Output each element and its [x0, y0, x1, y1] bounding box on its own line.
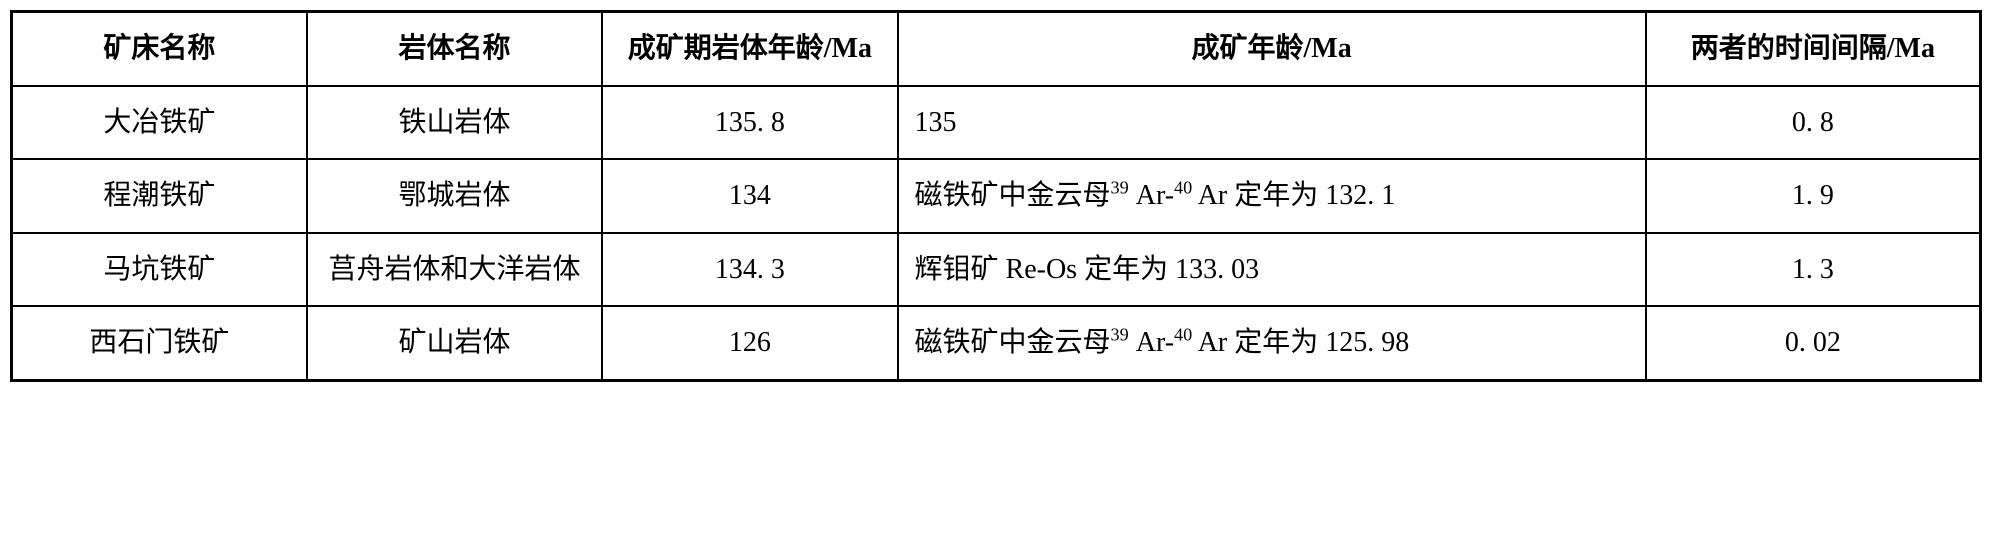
cell-interval: 0. 8 — [1646, 86, 1981, 160]
cell-ore-age: 磁铁矿中金云母39 Ar-40 Ar 定年为 125. 98 — [898, 306, 1646, 380]
cell-body: 铁山岩体 — [307, 86, 602, 160]
cell-body: 莒舟岩体和大洋岩体 — [307, 233, 602, 307]
table-row: 大冶铁矿 铁山岩体 135. 8 135 0. 8 — [12, 86, 1981, 160]
cell-ore-age: 磁铁矿中金云母39 Ar-40 Ar 定年为 132. 1 — [898, 159, 1646, 233]
cell-igneous-age: 126 — [602, 306, 897, 380]
cell-ore-age: 135 — [898, 86, 1646, 160]
col-header-igneous-age: 成矿期岩体年龄/Ma — [602, 12, 897, 86]
cell-deposit: 马坑铁矿 — [12, 233, 307, 307]
geology-table: 矿床名称 岩体名称 成矿期岩体年龄/Ma 成矿年龄/Ma 两者的时间间隔/Ma … — [10, 10, 1982, 382]
cell-deposit: 程潮铁矿 — [12, 159, 307, 233]
table-row: 西石门铁矿 矿山岩体 126 磁铁矿中金云母39 Ar-40 Ar 定年为 12… — [12, 306, 1981, 380]
cell-interval: 1. 9 — [1646, 159, 1981, 233]
cell-body: 鄂城岩体 — [307, 159, 602, 233]
col-header-body: 岩体名称 — [307, 12, 602, 86]
cell-deposit: 西石门铁矿 — [12, 306, 307, 380]
cell-igneous-age: 134. 3 — [602, 233, 897, 307]
col-header-ore-age: 成矿年龄/Ma — [898, 12, 1646, 86]
table-row: 程潮铁矿 鄂城岩体 134 磁铁矿中金云母39 Ar-40 Ar 定年为 132… — [12, 159, 1981, 233]
col-header-interval: 两者的时间间隔/Ma — [1646, 12, 1981, 86]
cell-body: 矿山岩体 — [307, 306, 602, 380]
col-header-deposit: 矿床名称 — [12, 12, 307, 86]
cell-igneous-age: 135. 8 — [602, 86, 897, 160]
cell-ore-age: 辉钼矿 Re-Os 定年为 133. 03 — [898, 233, 1646, 307]
header-row: 矿床名称 岩体名称 成矿期岩体年龄/Ma 成矿年龄/Ma 两者的时间间隔/Ma — [12, 12, 1981, 86]
cell-interval: 0. 02 — [1646, 306, 1981, 380]
cell-interval: 1. 3 — [1646, 233, 1981, 307]
cell-deposit: 大冶铁矿 — [12, 86, 307, 160]
table-row: 马坑铁矿 莒舟岩体和大洋岩体 134. 3 辉钼矿 Re-Os 定年为 133.… — [12, 233, 1981, 307]
cell-igneous-age: 134 — [602, 159, 897, 233]
